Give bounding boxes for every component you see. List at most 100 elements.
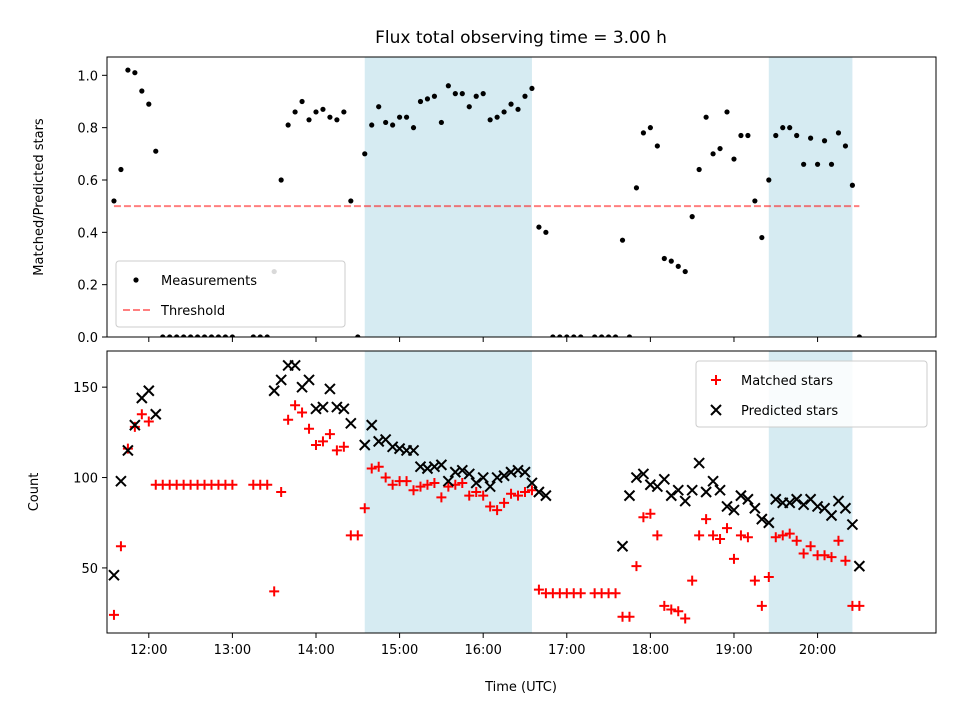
predicted-star-point bbox=[811, 500, 824, 513]
matched-star-point bbox=[359, 503, 370, 514]
measurement-point bbox=[334, 117, 340, 123]
predicted-star-point bbox=[407, 444, 420, 457]
predicted-star-point bbox=[414, 460, 427, 473]
measurement-point bbox=[787, 125, 793, 131]
matched-star-point bbox=[276, 487, 287, 497]
legend-marker-matched bbox=[711, 375, 721, 385]
predicted-star-point bbox=[512, 464, 524, 477]
measurement-point bbox=[174, 334, 180, 337]
matched-star-point bbox=[513, 490, 524, 501]
measurement-point bbox=[341, 109, 347, 115]
measurement-point bbox=[640, 130, 647, 136]
predicted-star-point bbox=[372, 435, 385, 448]
measurement-point bbox=[473, 93, 479, 99]
predicted-star-point bbox=[477, 471, 489, 484]
measurement-point bbox=[410, 125, 417, 131]
matched-star-point bbox=[728, 553, 739, 564]
measurement-point bbox=[118, 166, 124, 173]
legend-box bbox=[115, 260, 346, 328]
predicted-star-point bbox=[658, 473, 671, 486]
matched-star-point bbox=[310, 440, 321, 450]
matched-star-point bbox=[457, 477, 468, 488]
data-markers bbox=[111, 67, 862, 337]
measurement-point bbox=[856, 334, 862, 337]
measurement-point bbox=[229, 334, 235, 337]
measurement-point bbox=[424, 96, 431, 102]
measurement-point bbox=[536, 224, 542, 230]
matched-star-point bbox=[673, 606, 684, 617]
matched-star-point bbox=[742, 532, 753, 543]
predicted-star-point bbox=[693, 457, 705, 469]
measurement-point bbox=[661, 255, 667, 262]
matched-star-point bbox=[519, 487, 530, 497]
predicted-star-point bbox=[533, 486, 545, 498]
y-tick-label: 0.0 bbox=[77, 331, 98, 346]
measurement-point bbox=[773, 132, 779, 139]
predicted-star-point bbox=[630, 471, 643, 484]
predicted-star-point bbox=[665, 489, 677, 502]
measurement-point bbox=[703, 114, 709, 120]
measurement-point bbox=[592, 334, 598, 337]
y-tick-label: 0.6 bbox=[77, 174, 98, 189]
measurement-point bbox=[257, 334, 263, 337]
matched-star-point bbox=[826, 552, 837, 563]
measurement-point bbox=[278, 177, 284, 183]
measurement-point bbox=[731, 156, 737, 162]
matched-star-point bbox=[777, 530, 788, 541]
measurement-point bbox=[431, 93, 438, 99]
matched-star-point bbox=[756, 600, 767, 611]
predicted-star-point bbox=[763, 517, 775, 529]
measurement-point bbox=[403, 114, 410, 120]
predicted-star-point bbox=[421, 462, 434, 475]
measurement-point bbox=[571, 334, 577, 337]
measurement-point bbox=[752, 198, 758, 204]
matched-star-point bbox=[680, 613, 691, 624]
predicted-star-point bbox=[505, 466, 517, 478]
matched-star-point bbox=[735, 530, 746, 541]
predicted-star-point bbox=[853, 560, 866, 572]
measurement-point bbox=[417, 98, 424, 105]
x-tick-label: 16:00 bbox=[464, 643, 501, 658]
measurement-point bbox=[599, 334, 605, 337]
y-axis-label: Matched/Predicted stars bbox=[32, 118, 47, 276]
plot-frame bbox=[106, 56, 937, 338]
measurement-point bbox=[306, 117, 312, 123]
predicted-star-point bbox=[797, 498, 810, 511]
matched-star-point bbox=[304, 423, 315, 434]
predicted-star-point bbox=[366, 419, 378, 431]
predicted-star-point bbox=[317, 401, 329, 413]
predicted-star-point bbox=[519, 466, 531, 478]
measurement-point bbox=[696, 166, 702, 173]
predicted-star-point bbox=[783, 497, 796, 509]
matched-star-point bbox=[575, 588, 586, 599]
predicted-star-point bbox=[143, 385, 155, 397]
matched-star-point bbox=[387, 479, 398, 490]
matched-star-point bbox=[833, 535, 844, 546]
measurement-point bbox=[745, 132, 751, 139]
predicted-star-point bbox=[345, 417, 357, 430]
measurement-point bbox=[626, 334, 633, 337]
matched-star-point bbox=[108, 609, 119, 620]
measurement-point bbox=[355, 334, 361, 337]
measurement-point bbox=[842, 143, 849, 149]
measurement-point bbox=[647, 125, 653, 131]
predicted-star-point bbox=[324, 383, 336, 395]
measurement-point bbox=[264, 334, 270, 337]
measurement-point bbox=[383, 119, 389, 126]
x-tick-label: 12:00 bbox=[130, 643, 167, 658]
predicted-star-point bbox=[714, 484, 726, 496]
measurement-point bbox=[348, 198, 354, 204]
predicted-star-point bbox=[428, 460, 441, 473]
measurement-point bbox=[167, 334, 173, 337]
measurement-point bbox=[710, 151, 716, 157]
matched-star-point bbox=[317, 436, 328, 447]
measurement-point bbox=[132, 70, 138, 76]
matched-star-point bbox=[443, 481, 454, 492]
legend-box bbox=[695, 360, 928, 428]
measurement-point bbox=[543, 229, 549, 235]
legend-label: Measurements bbox=[161, 274, 257, 289]
predicted-star-point bbox=[756, 513, 768, 525]
predicted-star-point bbox=[442, 475, 455, 487]
matched-star-point bbox=[485, 501, 496, 512]
